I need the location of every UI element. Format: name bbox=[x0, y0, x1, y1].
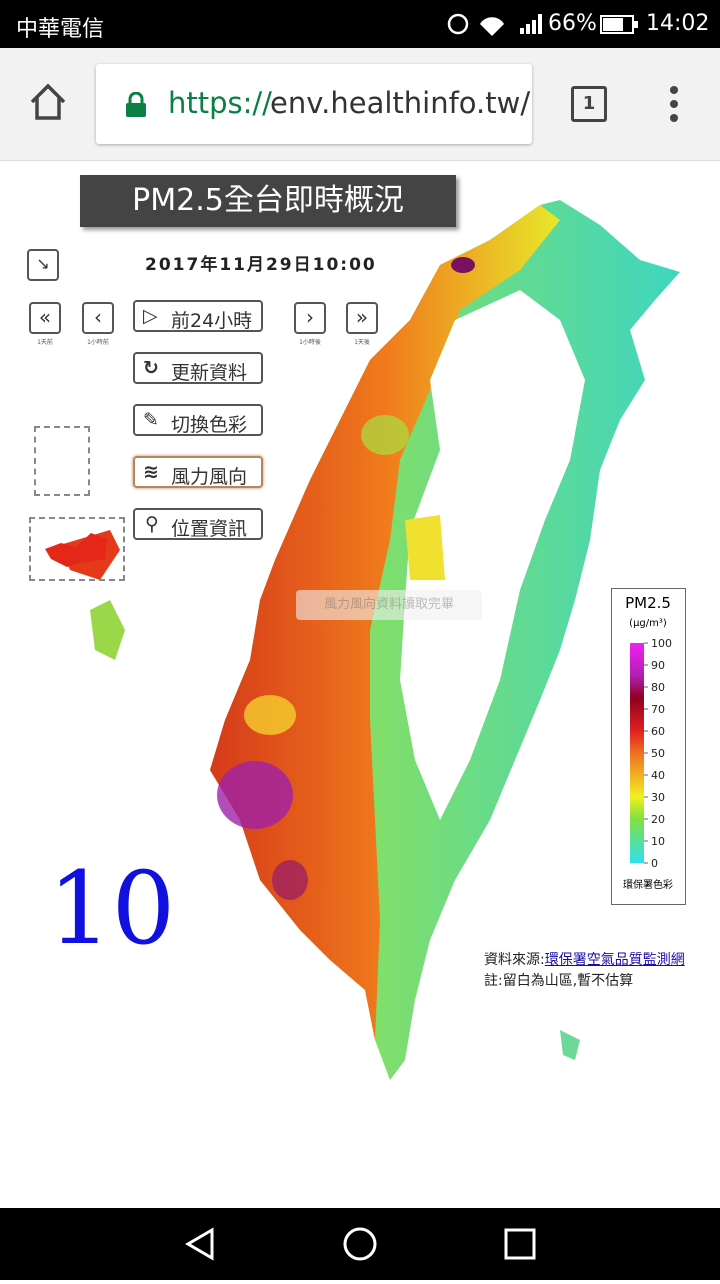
browser-toolbar: https:// env.healthinfo.tw/ 1 bbox=[0, 48, 720, 161]
legend-title: PM2.5 bbox=[625, 594, 671, 612]
back-button[interactable] bbox=[185, 1227, 214, 1261]
legend-unit: (μg/m³) bbox=[629, 618, 667, 629]
source-label: 資料來源: bbox=[484, 952, 545, 968]
tab-switcher[interactable]: 1 bbox=[571, 86, 607, 122]
hour-indicator: 10 bbox=[48, 850, 176, 967]
legend-tick-label: 50 bbox=[651, 747, 665, 760]
kinmen-map bbox=[45, 533, 107, 567]
source: 資料來源:環保署空氣品質監測網 bbox=[484, 949, 685, 969]
source-link[interactable]: 環保署空氣品質監測網 bbox=[544, 952, 685, 968]
location-button[interactable]: ⚲ 位置資訊 bbox=[133, 508, 263, 540]
legend-tick-label: 70 bbox=[651, 703, 665, 716]
legend-tick-label: 100 bbox=[651, 637, 672, 650]
battery-level: 66% bbox=[548, 11, 597, 36]
wind-button[interactable]: ≋ 風力風向 bbox=[133, 456, 263, 488]
status-icons bbox=[447, 13, 542, 36]
inset-matsu[interactable] bbox=[34, 426, 90, 496]
legend-tick-label: 80 bbox=[651, 681, 665, 694]
legend-tick-label: 10 bbox=[651, 835, 665, 848]
note: 註:留白為山區,暫不估算 bbox=[484, 973, 634, 989]
next-hour-button[interactable]: › bbox=[294, 302, 326, 334]
button-label: 位置資訊 bbox=[171, 518, 248, 540]
legend-tick-label: 20 bbox=[651, 813, 665, 826]
url-scheme: https:// bbox=[168, 86, 272, 120]
recents-button[interactable] bbox=[504, 1228, 536, 1260]
battery-icon bbox=[600, 15, 638, 34]
next-day-button[interactable]: » bbox=[346, 302, 378, 334]
button-label: 更新資料 bbox=[171, 362, 248, 384]
legend-footer: 環保署色彩 bbox=[623, 878, 673, 891]
legend-tick-label: 0 bbox=[651, 857, 658, 870]
nav-label: 1小時後 bbox=[299, 339, 321, 346]
carrier: 中華電信 bbox=[16, 17, 105, 42]
menu-button[interactable] bbox=[666, 86, 682, 122]
home-button[interactable] bbox=[28, 82, 68, 122]
page-title: PM2.5全台即時概況 bbox=[80, 175, 456, 227]
clock: 14:02 bbox=[646, 11, 710, 36]
collapse-button[interactable]: ↘ bbox=[27, 249, 59, 281]
system-nav-bar bbox=[0, 1208, 720, 1280]
home-nav-button[interactable] bbox=[343, 1227, 377, 1261]
inset-kinmen[interactable] bbox=[29, 517, 125, 581]
color-scale bbox=[630, 643, 644, 863]
datetime: 2017年11月29日10:00 bbox=[145, 255, 377, 275]
legend-tick-label: 40 bbox=[651, 769, 665, 782]
button-label: 切換色彩 bbox=[171, 414, 248, 436]
color-button[interactable]: ✎ 切換色彩 bbox=[133, 404, 263, 436]
button-label: 風力風向 bbox=[171, 466, 248, 488]
nav-label: 1小時前 bbox=[87, 339, 109, 346]
legend-tick-label: 90 bbox=[651, 659, 665, 672]
url-host: env.healthinfo.tw/ bbox=[270, 86, 531, 120]
legend-tick-label: 30 bbox=[651, 791, 665, 804]
legend-tick-label: 60 bbox=[651, 725, 665, 738]
url-bar[interactable]: https:// env.healthinfo.tw/ bbox=[96, 64, 532, 144]
legend: PM2.5 (μg/m³) 環保署色彩 10090807060504030201… bbox=[611, 588, 686, 905]
prev-day-button[interactable]: « bbox=[29, 302, 61, 334]
nav-icons bbox=[185, 1227, 536, 1261]
prev-hour-button[interactable]: ‹ bbox=[82, 302, 114, 334]
refresh-button[interactable]: ↻ 更新資料 bbox=[133, 352, 263, 384]
toast: 風力風向資料讀取完畢 bbox=[296, 590, 482, 620]
lock-icon bbox=[126, 92, 146, 117]
nav-label: 1天前 bbox=[37, 339, 53, 346]
nav-label: 1天後 bbox=[354, 339, 370, 346]
button-label: 前24小時 bbox=[171, 310, 253, 332]
status-bar: 中華電信 66% 14:02 bbox=[0, 0, 720, 48]
map bbox=[60, 200, 680, 1080]
play-24h-button[interactable]: ▷ 前24小時 bbox=[133, 300, 263, 332]
